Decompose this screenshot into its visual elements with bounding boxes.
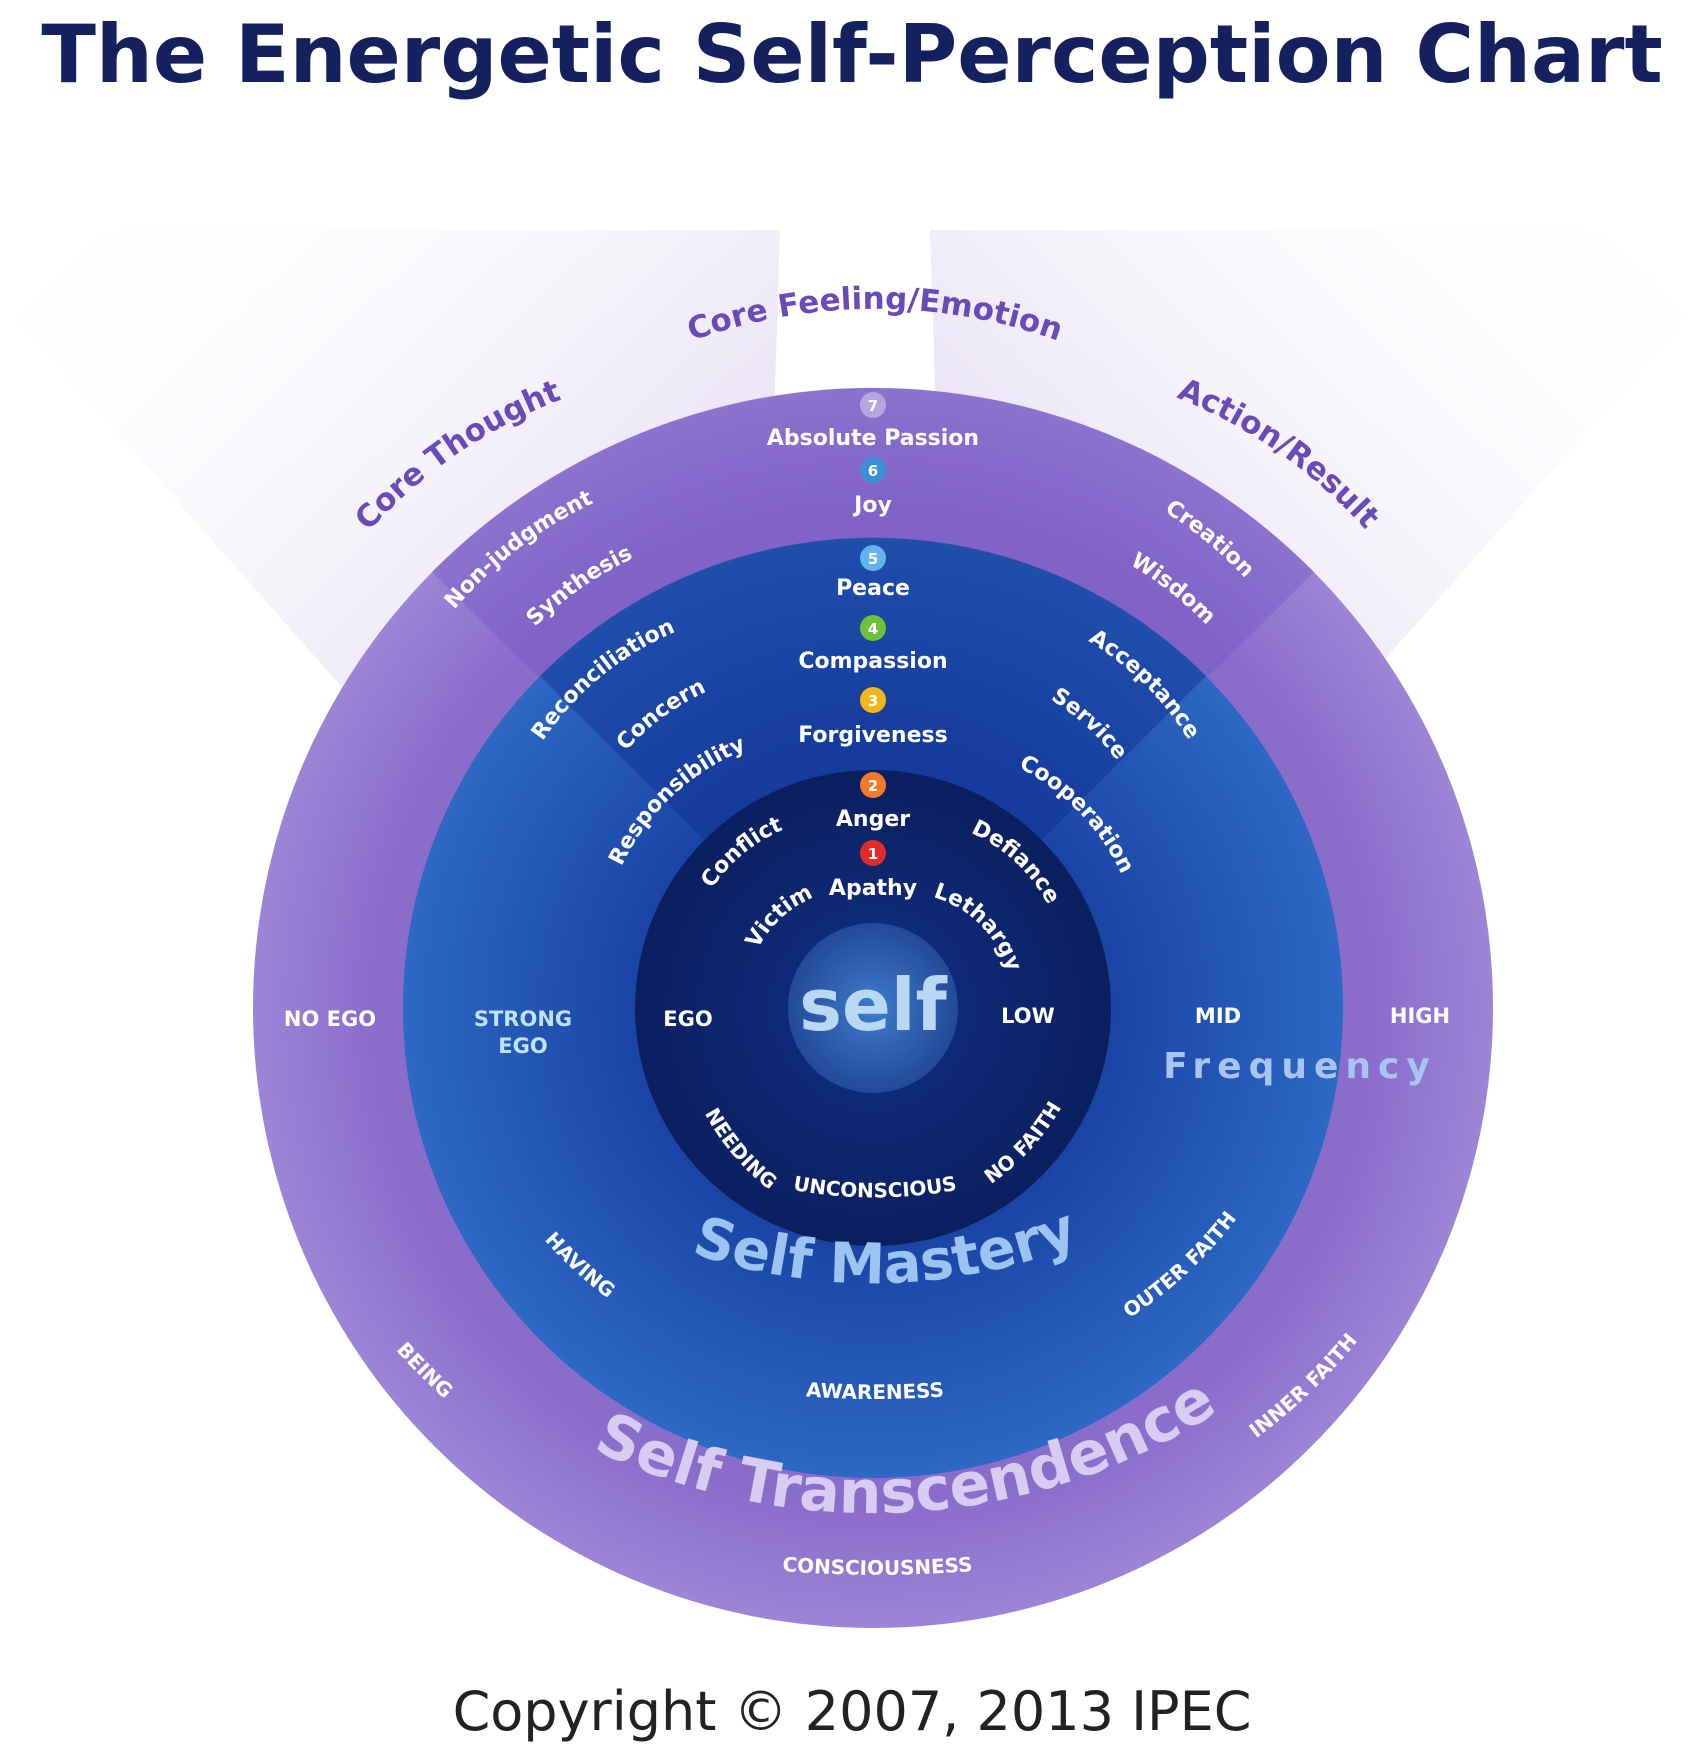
center-glow xyxy=(788,923,958,1093)
level-1: 1 Apathy xyxy=(829,840,917,901)
page-title: The Energetic Self-Perception Chart xyxy=(41,8,1663,101)
level-2: 2 Anger xyxy=(836,772,910,832)
middle-ego-label-line1: STRONG xyxy=(474,1007,572,1031)
inner-frequency-label: LOW xyxy=(1001,1004,1055,1028)
level-1-number: 1 xyxy=(868,845,878,863)
middle-ego-label-line2: EGO xyxy=(498,1034,547,1058)
middle-frequency-label: MID xyxy=(1195,1004,1241,1028)
level-5-number: 5 xyxy=(868,550,878,568)
level-3: 3 Forgiveness xyxy=(798,687,948,748)
level-4-badge xyxy=(860,615,886,641)
level-6: 6 Joy xyxy=(852,457,892,518)
level-7-badge xyxy=(860,392,886,418)
level-4-number: 4 xyxy=(868,620,878,638)
level-6-number: 6 xyxy=(868,462,878,480)
middle-awareness-label: AWARENESS xyxy=(805,1377,944,1404)
level-5: 5 Peace xyxy=(836,545,910,601)
level-1-badge xyxy=(860,840,886,866)
level-3-number: 3 xyxy=(868,692,878,710)
level-6-emotion: Joy xyxy=(852,493,892,518)
level-3-emotion: Forgiveness xyxy=(798,723,947,748)
level-3-badge xyxy=(860,687,886,713)
inner-ego-label: EGO xyxy=(663,1007,712,1031)
level-1-emotion: Apathy xyxy=(829,876,917,901)
level-2-emotion: Anger xyxy=(836,807,910,832)
outer-ego-label: NO EGO xyxy=(284,1007,376,1031)
center-self-label: self xyxy=(799,963,947,1047)
level-7-number: 7 xyxy=(868,397,878,415)
level-2-badge xyxy=(860,772,886,798)
level-4-emotion: Compassion xyxy=(798,649,947,674)
level-7-emotion: Absolute Passion xyxy=(767,426,979,451)
inner-ring xyxy=(635,770,1111,1246)
outer-frequency-label: HIGH xyxy=(1390,1004,1450,1028)
copyright-notice: Copyright © 2007, 2013 IPEC xyxy=(452,1680,1252,1743)
level-6-badge xyxy=(860,457,886,483)
level-5-emotion: Peace xyxy=(836,576,910,601)
level-7: 7 Absolute Passion xyxy=(767,392,979,451)
level-4: 4 Compassion xyxy=(798,615,948,674)
level-2-number: 2 xyxy=(868,777,878,795)
outer-consciousness-label: CONSCIOUSNESS xyxy=(782,1552,974,1580)
frequency-axis-label: Frequency xyxy=(1163,1046,1437,1087)
level-5-badge xyxy=(860,545,886,571)
